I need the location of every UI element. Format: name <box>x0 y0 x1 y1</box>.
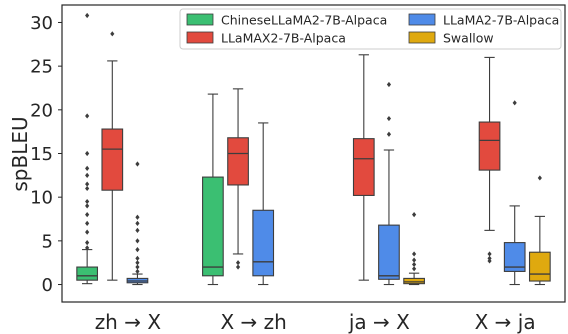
outlier-point <box>85 240 90 246</box>
outlier-point <box>85 220 90 226</box>
x-axis-category-labels: zh → X X → zh ja → X X → ja <box>95 310 536 334</box>
outlier-point <box>487 258 492 264</box>
legend-label: Swallow <box>443 31 494 46</box>
box-body <box>76 266 99 281</box>
legend-swatch <box>186 31 214 44</box>
box-plot <box>76 12 99 285</box>
outlier-point <box>135 255 140 261</box>
outlier-point <box>386 115 392 122</box>
outlier-point <box>85 245 90 251</box>
y-tick-label: 10 <box>30 188 53 209</box>
legend: ChineseLLaMA2-7B-Alpaca LLaMAX2-7B-Alpaca… <box>179 8 562 50</box>
box-plot <box>378 81 400 286</box>
outlier-point <box>487 251 492 257</box>
x-category-label: zh → X <box>95 310 162 334</box>
legend-swatch <box>186 13 214 26</box>
box-body <box>101 128 124 191</box>
outlier-point <box>412 266 417 272</box>
outlier-point <box>135 214 140 220</box>
outlier-point <box>487 255 492 261</box>
y-axis-ticks: 0 5 10 15 20 25 30 <box>30 13 62 296</box>
box-plot <box>403 212 425 286</box>
outlier-point <box>412 261 417 268</box>
outlier-point <box>85 229 90 235</box>
box-plot <box>227 88 249 270</box>
box-series <box>76 12 551 286</box>
outlier-point <box>135 161 140 167</box>
x-category-label: X → zh <box>220 310 286 334</box>
outlier-point <box>235 260 241 266</box>
outlier-point <box>110 31 115 37</box>
outlier-point <box>135 268 140 275</box>
box-body <box>403 277 425 285</box>
outlier-point <box>412 257 417 263</box>
legend-label: ChineseLLaMA2-7B-Alpaca <box>221 13 387 28</box>
outlier-point <box>386 131 392 137</box>
y-tick-label: 20 <box>30 100 53 121</box>
box-plot <box>478 56 501 264</box>
outlier-point <box>135 227 140 233</box>
box-plot <box>528 175 551 286</box>
outlier-point <box>85 172 90 178</box>
legend-label: LLaMA2-7B-Alpaca <box>443 13 559 28</box>
box-body <box>252 209 275 277</box>
box-plot <box>101 31 124 281</box>
outlier-point <box>135 238 140 244</box>
box-plot <box>202 93 224 286</box>
outlier-point <box>85 181 90 187</box>
outlier-point <box>135 246 140 253</box>
outlier-point <box>85 185 90 192</box>
box-body <box>227 137 249 186</box>
outlier-point <box>512 100 517 106</box>
box-body <box>528 251 551 282</box>
outlier-point <box>135 260 140 266</box>
outlier-point <box>412 212 417 218</box>
y-tick-label: 0 <box>42 275 53 296</box>
legend-frame <box>179 8 562 50</box>
outlier-point <box>85 165 90 171</box>
outlier-point <box>386 81 392 88</box>
y-tick-label: 15 <box>30 144 53 165</box>
x-category-label: X → ja <box>475 310 536 334</box>
y-tick-label: 5 <box>42 231 53 252</box>
y-tick-label: 30 <box>30 13 53 34</box>
outlier-point <box>85 212 90 218</box>
outlier-point <box>135 220 140 226</box>
box-body <box>352 138 375 196</box>
outlier-point <box>85 113 90 119</box>
outlier-point <box>412 251 417 257</box>
box-body <box>378 224 400 280</box>
box-body <box>478 121 501 171</box>
legend-swatch <box>408 13 436 26</box>
outlier-point <box>85 198 90 205</box>
outlier-point <box>85 150 90 157</box>
legend-label: LLaMAX2-7B-Alpaca <box>221 31 346 46</box>
box-body <box>503 242 526 272</box>
y-axis-title: spBLEU <box>8 116 32 191</box>
box-plot <box>352 54 375 281</box>
y-tick-label: 25 <box>30 57 53 78</box>
box-body <box>202 176 224 277</box>
outlier-point <box>235 264 241 270</box>
outlier-point <box>537 175 542 181</box>
box-plot <box>126 161 149 286</box>
box-plot <box>252 122 275 286</box>
box-plot <box>503 100 526 286</box>
x-category-label: ja → X <box>348 310 410 334</box>
outlier-point <box>135 264 140 270</box>
outlier-point <box>85 12 90 19</box>
outlier-point <box>85 203 90 209</box>
legend-swatch <box>408 31 436 44</box>
